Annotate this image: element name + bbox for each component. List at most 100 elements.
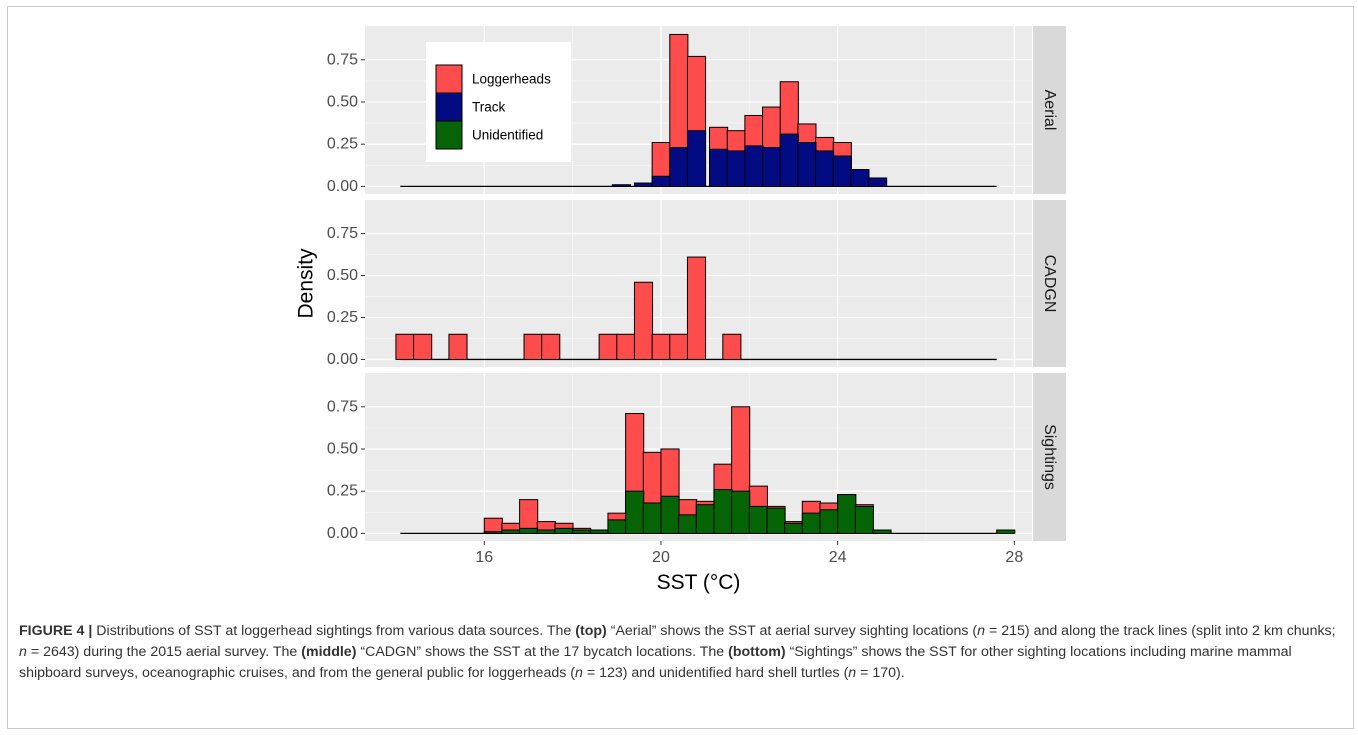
- histogram-bar: [669, 333, 689, 360]
- histogram-bar: [748, 505, 768, 534]
- histogram-bar: [784, 522, 804, 534]
- facet-strip-label: Sightings: [1041, 424, 1058, 490]
- caption-top-bold: (top): [575, 623, 607, 639]
- histogram-bar: [872, 529, 892, 534]
- histogram-bar: [633, 281, 654, 360]
- x-tick-label: 24: [829, 549, 847, 566]
- y-tick-label: 0.25: [327, 309, 358, 326]
- facet-strip: [1033, 26, 1066, 194]
- y-axis-title: Density: [295, 248, 318, 319]
- caption-top-n1: = 215) and along the track lines (split …: [989, 623, 1336, 639]
- figure-label: FIGURE 4 |: [19, 623, 93, 639]
- histogram-bar: [611, 184, 631, 187]
- histogram-figure: Aerial 0.00 0.25 0.50 0.75 CADGN 0.00 0.25 0.50 0…: [295, 26, 1066, 594]
- y-tick-label: 0.50: [327, 93, 358, 110]
- histogram-bar: [779, 133, 799, 187]
- histogram-bar: [395, 333, 415, 360]
- figure-caption: FIGURE 4 | Distributions of SST at logge…: [19, 621, 1339, 684]
- y-tick-label: 0.50: [327, 440, 358, 457]
- legend-label: Track: [472, 100, 505, 115]
- histogram-bar: [541, 333, 561, 360]
- histogram-bar: [448, 333, 468, 360]
- histogram-bar: [598, 333, 618, 360]
- caption-intro: Distributions of SST at loggerhead sight…: [96, 623, 572, 639]
- histogram-bar: [713, 489, 733, 534]
- y-tick-label: 0.00: [327, 525, 358, 542]
- histogram-bar: [651, 333, 671, 360]
- caption-bottom-bold: (bottom): [728, 644, 786, 660]
- caption-bottom-n2: = 170).: [860, 665, 905, 681]
- histogram-bar: [868, 177, 888, 187]
- legend-key: [435, 92, 463, 122]
- histogram-bar: [523, 333, 543, 360]
- histogram-bar: [651, 175, 671, 187]
- histogram-bar: [501, 529, 521, 534]
- histogram-bar: [832, 155, 852, 187]
- caption-bottom-n1: = 123) and unidentified hard shell turtl…: [586, 665, 849, 681]
- histogram-bar: [709, 148, 729, 187]
- histogram-bar: [722, 333, 742, 360]
- n-symbol: n: [19, 644, 27, 660]
- histogram-bar: [607, 519, 627, 534]
- histogram-bar: [850, 169, 870, 187]
- histogram-bar: [616, 333, 636, 360]
- y-tick-label: 0.00: [327, 178, 358, 195]
- histogram-bar: [633, 182, 654, 187]
- n-symbol: n: [575, 665, 583, 681]
- histogram-bar: [797, 142, 817, 187]
- caption-top-n2: = 2643) during the 2015 aerial survey. T…: [30, 644, 298, 660]
- histogram-bar: [731, 490, 751, 534]
- y-tick-label: 0.50: [327, 267, 358, 284]
- n-symbol: n: [848, 665, 857, 681]
- histogram-bar: [483, 517, 503, 534]
- x-tick-label: 28: [1005, 549, 1023, 566]
- histogram-bar: [726, 150, 746, 187]
- caption-middle-text: “CADGN” shows the SST at the 17 bycatch …: [360, 644, 725, 660]
- histogram-bar: [819, 509, 839, 534]
- histogram-bar: [589, 529, 609, 534]
- histogram-bar: [744, 145, 764, 187]
- histogram-bar: [996, 529, 1016, 534]
- histogram-bar: [660, 495, 680, 534]
- facet-strip-label: CADGN: [1041, 255, 1058, 313]
- histogram-bar: [483, 531, 503, 534]
- caption-top-text: “Aerial” shows the SST at aerial survey …: [610, 623, 978, 639]
- y-tick-label: 0.00: [327, 351, 358, 368]
- histogram-bar: [678, 514, 698, 534]
- caption-bottom-text: “Sightings” shows the SST for other sigh…: [19, 644, 1292, 681]
- histogram-bar: [554, 527, 574, 534]
- y-tick-label: 0.25: [327, 136, 358, 153]
- legend-key: [435, 64, 463, 94]
- histogram-bar: [642, 502, 662, 534]
- histogram-bar: [572, 529, 592, 534]
- legend-label: Loggerheads: [472, 72, 551, 87]
- histogram-bar: [669, 147, 689, 187]
- histogram-bar: [686, 130, 707, 187]
- histogram-bar: [801, 512, 821, 534]
- histogram-bar: [536, 529, 556, 534]
- y-tick-label: 0.75: [327, 51, 358, 68]
- histogram-bar: [837, 494, 857, 534]
- x-tick-label: 16: [475, 549, 493, 566]
- legend-label: Unidentified: [472, 128, 543, 143]
- facet-strip: [1033, 373, 1066, 541]
- y-tick-label: 0.75: [327, 225, 358, 242]
- x-tick-label: 20: [652, 549, 670, 566]
- histogram-bar: [815, 150, 835, 187]
- legend-key: [435, 120, 463, 150]
- histogram-bar: [762, 147, 782, 187]
- histogram-bar: [686, 256, 707, 360]
- facet-strip: [1033, 200, 1066, 367]
- histogram-bar: [625, 490, 645, 534]
- histogram-bar: [854, 505, 874, 534]
- y-tick-label: 0.25: [327, 483, 358, 500]
- caption-middle-bold: (middle): [301, 644, 357, 660]
- facet-strip-label: Aerial: [1041, 90, 1058, 131]
- x-axis-title: SST (°C): [657, 571, 741, 594]
- histogram-bar: [766, 507, 786, 534]
- histogram-bar: [413, 333, 433, 360]
- histogram-bar: [695, 504, 715, 534]
- n-symbol: n: [977, 623, 986, 639]
- histogram-bar: [519, 527, 539, 534]
- y-tick-label: 0.75: [327, 398, 358, 415]
